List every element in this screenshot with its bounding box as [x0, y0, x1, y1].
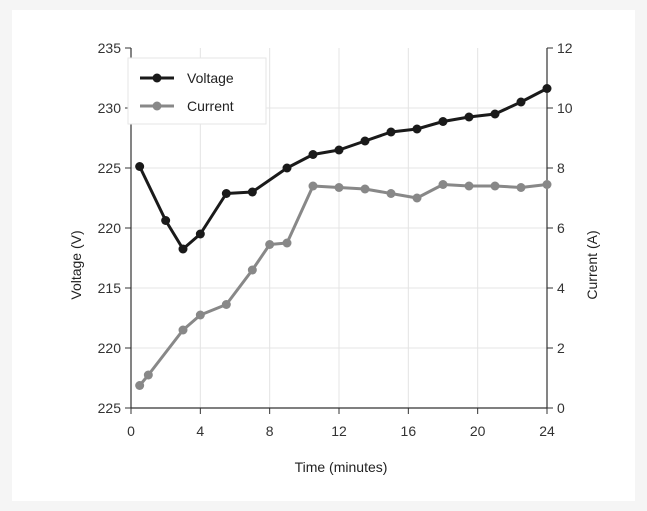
legend-voltage-label: Voltage — [187, 70, 234, 86]
y-left-tick-label: 220 — [98, 220, 122, 236]
data-point-current — [308, 181, 318, 191]
data-point-current — [516, 183, 526, 192]
data-point-current — [438, 180, 448, 189]
data-point-voltage — [308, 150, 318, 159]
data-point-voltage — [135, 162, 145, 171]
y-right-tick-label: 6 — [557, 220, 565, 236]
y-left-tick-label: 225 — [98, 160, 122, 176]
data-point-current — [247, 265, 257, 275]
data-point-voltage — [178, 244, 188, 254]
x-tick-label: 16 — [401, 423, 417, 439]
y-axis-right-title: Current (A) — [584, 230, 600, 299]
data-point-voltage — [221, 189, 231, 198]
data-point-current — [195, 310, 205, 320]
x-tick-label: 4 — [196, 423, 204, 439]
data-point-voltage — [438, 117, 448, 126]
data-point-current — [265, 240, 275, 249]
series-current — [135, 180, 552, 390]
data-point-voltage — [282, 163, 292, 173]
data-point-voltage — [334, 145, 344, 155]
data-point-current — [542, 180, 552, 189]
data-point-voltage — [516, 97, 526, 107]
grid — [131, 48, 547, 408]
data-point-current — [490, 181, 500, 191]
x-tick-label: 8 — [266, 423, 274, 439]
y-right-tick-label: 10 — [557, 100, 573, 116]
data-point-voltage — [464, 112, 474, 122]
y-right-tick-label: 8 — [557, 160, 565, 176]
data-point-current — [221, 300, 231, 309]
y-right-tick-label: 0 — [557, 400, 565, 416]
data-point-voltage — [247, 187, 257, 197]
y-left-tick-label: 220 — [98, 340, 122, 356]
x-tick-label: 20 — [470, 423, 486, 439]
data-point-voltage — [360, 136, 370, 146]
data-point-current — [386, 189, 396, 198]
data-point-voltage — [490, 109, 500, 119]
y-right-tick-label: 12 — [557, 40, 573, 56]
series-group — [135, 84, 552, 390]
x-axis-title: Time (minutes) — [295, 459, 388, 475]
series-voltage — [135, 84, 552, 254]
y-right-tick-label: 4 — [557, 280, 565, 296]
y-axis-left-title: Voltage (V) — [68, 230, 84, 299]
data-point-current — [360, 184, 370, 194]
legend-voltage-marker — [152, 73, 162, 83]
chart-background — [12, 10, 635, 501]
x-tick-label: 12 — [331, 423, 347, 439]
data-point-voltage — [386, 127, 396, 137]
axes — [125, 47, 553, 414]
legend: Voltage Current — [127, 57, 267, 125]
data-point-current — [135, 381, 145, 390]
data-point-current — [464, 181, 474, 191]
legend-current-label: Current — [187, 98, 234, 114]
tick-labels: 0 4 8 12 16 20 24 225 0 220 2 215 4 220 6 225 8 230 10 235 1… — [98, 40, 573, 439]
y-left-tick-label: 225 — [98, 400, 122, 416]
y-left-tick-label: 235 — [98, 40, 122, 56]
data-point-voltage — [412, 124, 422, 134]
legend-box — [127, 57, 267, 125]
x-tick-label: 0 — [127, 423, 135, 439]
data-point-current — [334, 183, 344, 192]
data-point-current — [143, 370, 153, 380]
legend-current-marker — [152, 101, 162, 111]
data-point-current — [282, 238, 292, 248]
y-left-tick-label: 215 — [98, 280, 122, 296]
y-right-tick-label: 2 — [557, 340, 565, 356]
data-point-voltage — [161, 216, 171, 225]
data-point-voltage — [542, 84, 552, 93]
y-left-tick-label: 230 — [98, 100, 122, 116]
data-point-voltage — [195, 229, 205, 239]
data-point-current — [412, 193, 422, 203]
data-point-current — [178, 325, 188, 335]
x-tick-label: 24 — [539, 423, 555, 439]
